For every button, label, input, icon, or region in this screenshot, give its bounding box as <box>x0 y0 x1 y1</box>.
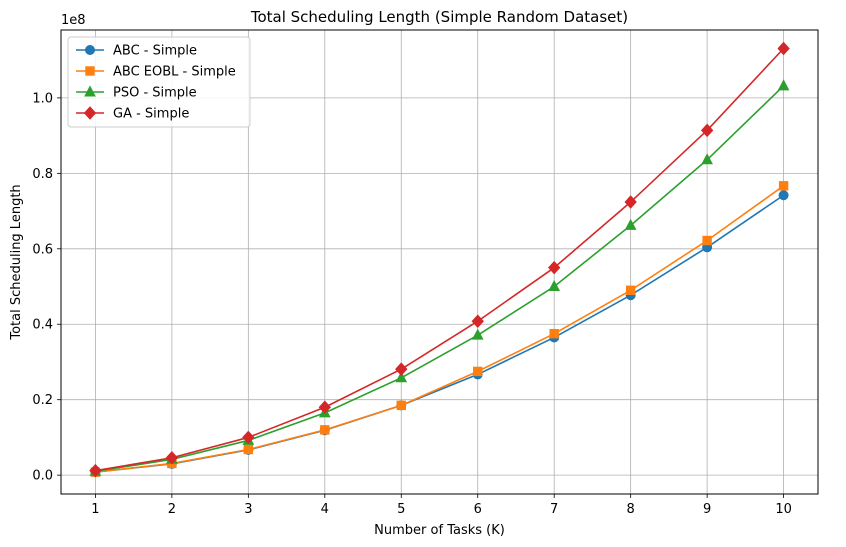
data-point <box>624 195 637 209</box>
legend-label: ABC EOBL - Simple <box>113 65 236 80</box>
data-point <box>778 181 789 191</box>
data-point <box>701 153 713 165</box>
legend-label: GA - Simple <box>113 107 189 122</box>
x-tick-label: 8 <box>627 502 635 517</box>
x-tick-label: 10 <box>775 502 792 517</box>
series-layer <box>89 41 790 478</box>
legend-marker <box>85 45 95 55</box>
data-point <box>700 123 714 138</box>
x-tick-label: 6 <box>474 502 482 517</box>
legend-item: ABC EOBL - Simple <box>76 65 236 80</box>
series-line <box>95 47 785 472</box>
axis-ticks: 1 2 3 4 5 6 7 8 9 10 0.0 0.2 0.4 0.6 0.8 1.0 <box>32 91 792 517</box>
data-point <box>89 463 102 478</box>
x-tick-label: 7 <box>550 502 558 517</box>
y-tick-label: 0.8 <box>32 167 53 182</box>
data-point <box>396 400 406 411</box>
data-point <box>165 451 179 465</box>
data-point <box>471 314 484 328</box>
data-point <box>548 260 561 275</box>
legend-label: PSO - Simple <box>113 86 197 101</box>
legend: ABC - Simple ABC EOBL - Simple PSO - Simpl… <box>67 36 251 128</box>
x-tick-label: 4 <box>321 502 329 517</box>
y-tick-label: 0.4 <box>32 318 53 333</box>
data-point <box>320 425 330 435</box>
data-point <box>549 328 559 339</box>
x-tick-label: 1 <box>91 502 99 517</box>
data-point <box>702 235 712 246</box>
data-point <box>548 279 561 292</box>
series-ga-simple <box>89 41 790 478</box>
chart-title: Total Scheduling Length (Simple Random D… <box>250 8 628 26</box>
legend-box <box>67 36 251 128</box>
x-tick-label: 9 <box>703 502 711 517</box>
x-tick-label: 2 <box>168 502 176 517</box>
data-point <box>395 371 408 383</box>
y-tick-label: 0.2 <box>32 393 53 408</box>
legend-marker <box>83 106 97 120</box>
data-point <box>395 362 408 376</box>
series-abc-eobl-simple <box>90 181 789 477</box>
data-point <box>243 444 254 455</box>
data-point <box>473 366 483 377</box>
x-axis-label: Number of Tasks (K) <box>374 523 505 538</box>
legend-marker <box>85 66 95 76</box>
x-tick-label: 3 <box>244 502 252 517</box>
legend-marker <box>84 85 96 97</box>
data-point <box>242 430 255 445</box>
data-point <box>625 285 636 295</box>
y-axis-label: Total Scheduling Length <box>9 184 24 340</box>
data-point <box>471 328 484 340</box>
series-line <box>95 85 785 473</box>
x-tick-label: 5 <box>397 502 405 517</box>
data-point <box>777 79 790 91</box>
y-tick-label: 0.0 <box>32 469 53 484</box>
data-point <box>318 400 331 414</box>
y-tick-label: 0.6 <box>32 242 53 257</box>
legend-item: ABC - Simple <box>76 44 197 59</box>
legend-item: GA - Simple <box>76 106 189 122</box>
y-tick-label: 1.0 <box>32 91 53 106</box>
legend-label: ABC - Simple <box>113 44 197 59</box>
data-point <box>624 218 637 230</box>
y-axis-offset-label: 1e8 <box>61 13 86 28</box>
legend-item: PSO - Simple <box>76 85 197 101</box>
data-point <box>777 41 790 56</box>
plot-frame <box>60 29 819 495</box>
data-point <box>778 190 789 201</box>
series-line <box>95 185 785 473</box>
